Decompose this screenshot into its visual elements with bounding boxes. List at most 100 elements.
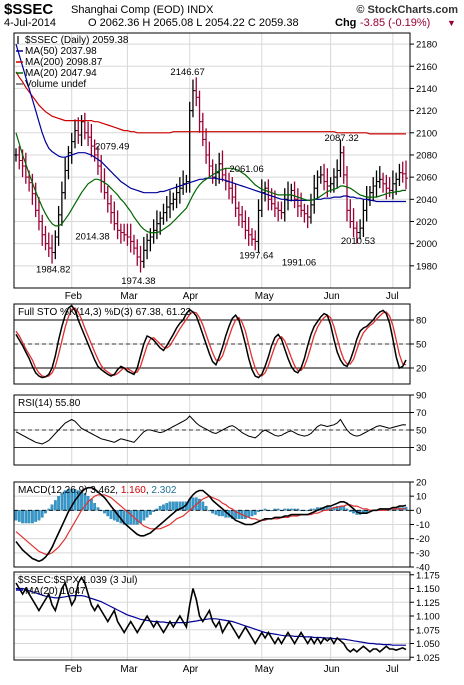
month-label-bottom: May [255,664,274,675]
macd-histogram-bar [106,510,110,517]
macd-histogram-bar [204,505,208,511]
month-label: Mar [120,291,138,302]
macd-histogram-bar [345,508,349,511]
macd-title: MACD(12,26,9) 3.462, 1.160, 2.302 [18,485,177,496]
macd-histogram-bar [139,510,142,524]
price-axis-tick-label: 2100 [416,128,437,139]
ratio-legend-entry: MA(20) 1.047 [25,586,86,597]
price-legend-entry: MA(50) 2037.98 [25,46,97,57]
macd-histogram-bar [44,510,47,514]
macd-histogram-bar [96,507,100,511]
macd-histogram-bar [201,501,205,511]
macd-histogram-bar [217,510,221,517]
ratio-axis-tick-label: 1.075 [416,625,440,636]
month-label: Feb [65,291,83,302]
price-annotation: 1991.06 [282,258,316,269]
price-axis-tick-label: 2060 [416,173,437,184]
ma20-line [15,132,406,234]
price-annotation: 2014.38 [75,232,109,243]
month-label-bottom: Jun [324,664,340,675]
macd-axis-tick-label: -40 [416,563,430,574]
macd-histogram-bar [60,493,64,511]
price-legend-entry: MA(20) 2047.94 [25,68,97,79]
macd-histogram-bar [129,510,133,525]
macd-histogram-bar [263,508,267,511]
chart-symbol: $SSEC [4,1,54,18]
macd-histogram-bar [158,505,162,511]
month-label: Jun [324,291,340,302]
price-annotation: 2146.67 [170,67,204,78]
macd-histogram-bar [135,510,139,525]
macd-histogram-bar [244,510,247,519]
macd-axis-tick-label: -20 [416,534,430,545]
price-axis-tick-label: 2120 [416,106,437,117]
rsi-axis-tick-label: 90 [416,391,427,402]
macd-histogram-bar [50,504,54,511]
macd-title-part: 2.302 [151,485,176,496]
macd-axis-tick-label: -10 [416,520,430,531]
price-axis-tick-label: 2000 [416,239,437,250]
macd-histogram-bar [148,510,152,515]
month-label-bottom: Apr [183,664,199,675]
month-label: Jul [386,291,399,302]
macd-histogram-bar [109,510,113,519]
macd-histogram-bar [168,501,172,511]
price-axis-tick-label: 2080 [416,150,437,161]
month-label-bottom: Feb [65,664,83,675]
price-annotation: 1997.64 [239,250,273,261]
ratio-title: $SSEC:$SPX 1.039 (3 Jul) [18,575,138,586]
macd-histogram-bar [93,503,97,511]
ratio-axis-tick-label: 1.100 [416,612,440,623]
ratio-line [15,575,407,653]
macd-histogram-bar [53,500,57,511]
price-legend-entry: Volume undef [25,79,86,90]
price-axis-tick-label: 2140 [416,84,437,95]
macd-histogram-bar [247,510,251,518]
month-label-bottom: Jul [386,664,399,675]
macd-histogram-bar [289,508,293,511]
ma200-line [15,71,406,135]
rsi-line [15,415,407,445]
macd-histogram-bar [234,510,237,519]
macd-histogram-bar [24,510,28,524]
macd-histogram-bar [34,510,38,522]
macd-axis-tick-label: 10 [416,492,427,503]
rsi-axis-tick-label: 50 [416,426,427,437]
chart-date: 4-Jul-2014 [4,17,56,29]
macd-histogram-bar [142,510,146,521]
macd-panel-frame [13,481,411,568]
macd-histogram-bar [27,510,31,524]
price-axis-tick-label: 2040 [416,195,437,206]
price-legend-entry: $SSEC (Daily) 2059.38 [25,35,129,46]
macd-histogram-bar [270,510,274,512]
price-annotation: 2079.49 [95,142,129,153]
chart-name: Shanghai Comp (EOD) INDX [71,4,214,16]
macd-histogram-bar [162,504,165,511]
sto-axis-tick-label: 80 [416,316,427,327]
sto-panel-frame [13,303,411,385]
macd-histogram-bar [237,510,241,519]
rsi-panel-frame [13,394,411,466]
ratio-panel-frame [13,571,411,661]
month-label: May [255,291,274,302]
ma50-line [15,43,406,203]
ratio-axis-tick-label: 1.050 [416,639,440,650]
price-axis-tick-label: 2180 [416,40,437,51]
ohlc-values: O 2062.36 H 2065.08 L 2054.22 C 2059.38 [88,17,299,29]
macd-histogram-bar [103,510,106,514]
macd-histogram-bar [165,503,169,511]
macd-axis-tick-label: -30 [416,548,430,559]
macd-histogram-bar [352,510,355,514]
price-axis-tick-label: 2160 [416,62,437,73]
macd-histogram-bar [253,510,257,515]
macd-histogram-bar [40,510,44,518]
price-annotation: 2010.53 [341,236,375,247]
macd-histogram-bar [171,501,175,511]
ratio-axis-tick-label: 1.175 [416,570,440,581]
watermark: © StockCharts.com [356,4,458,16]
macd-histogram-bar [122,510,126,525]
macd-axis-tick-label: 0 [416,506,421,517]
price-annotation: 2061.06 [229,164,263,175]
